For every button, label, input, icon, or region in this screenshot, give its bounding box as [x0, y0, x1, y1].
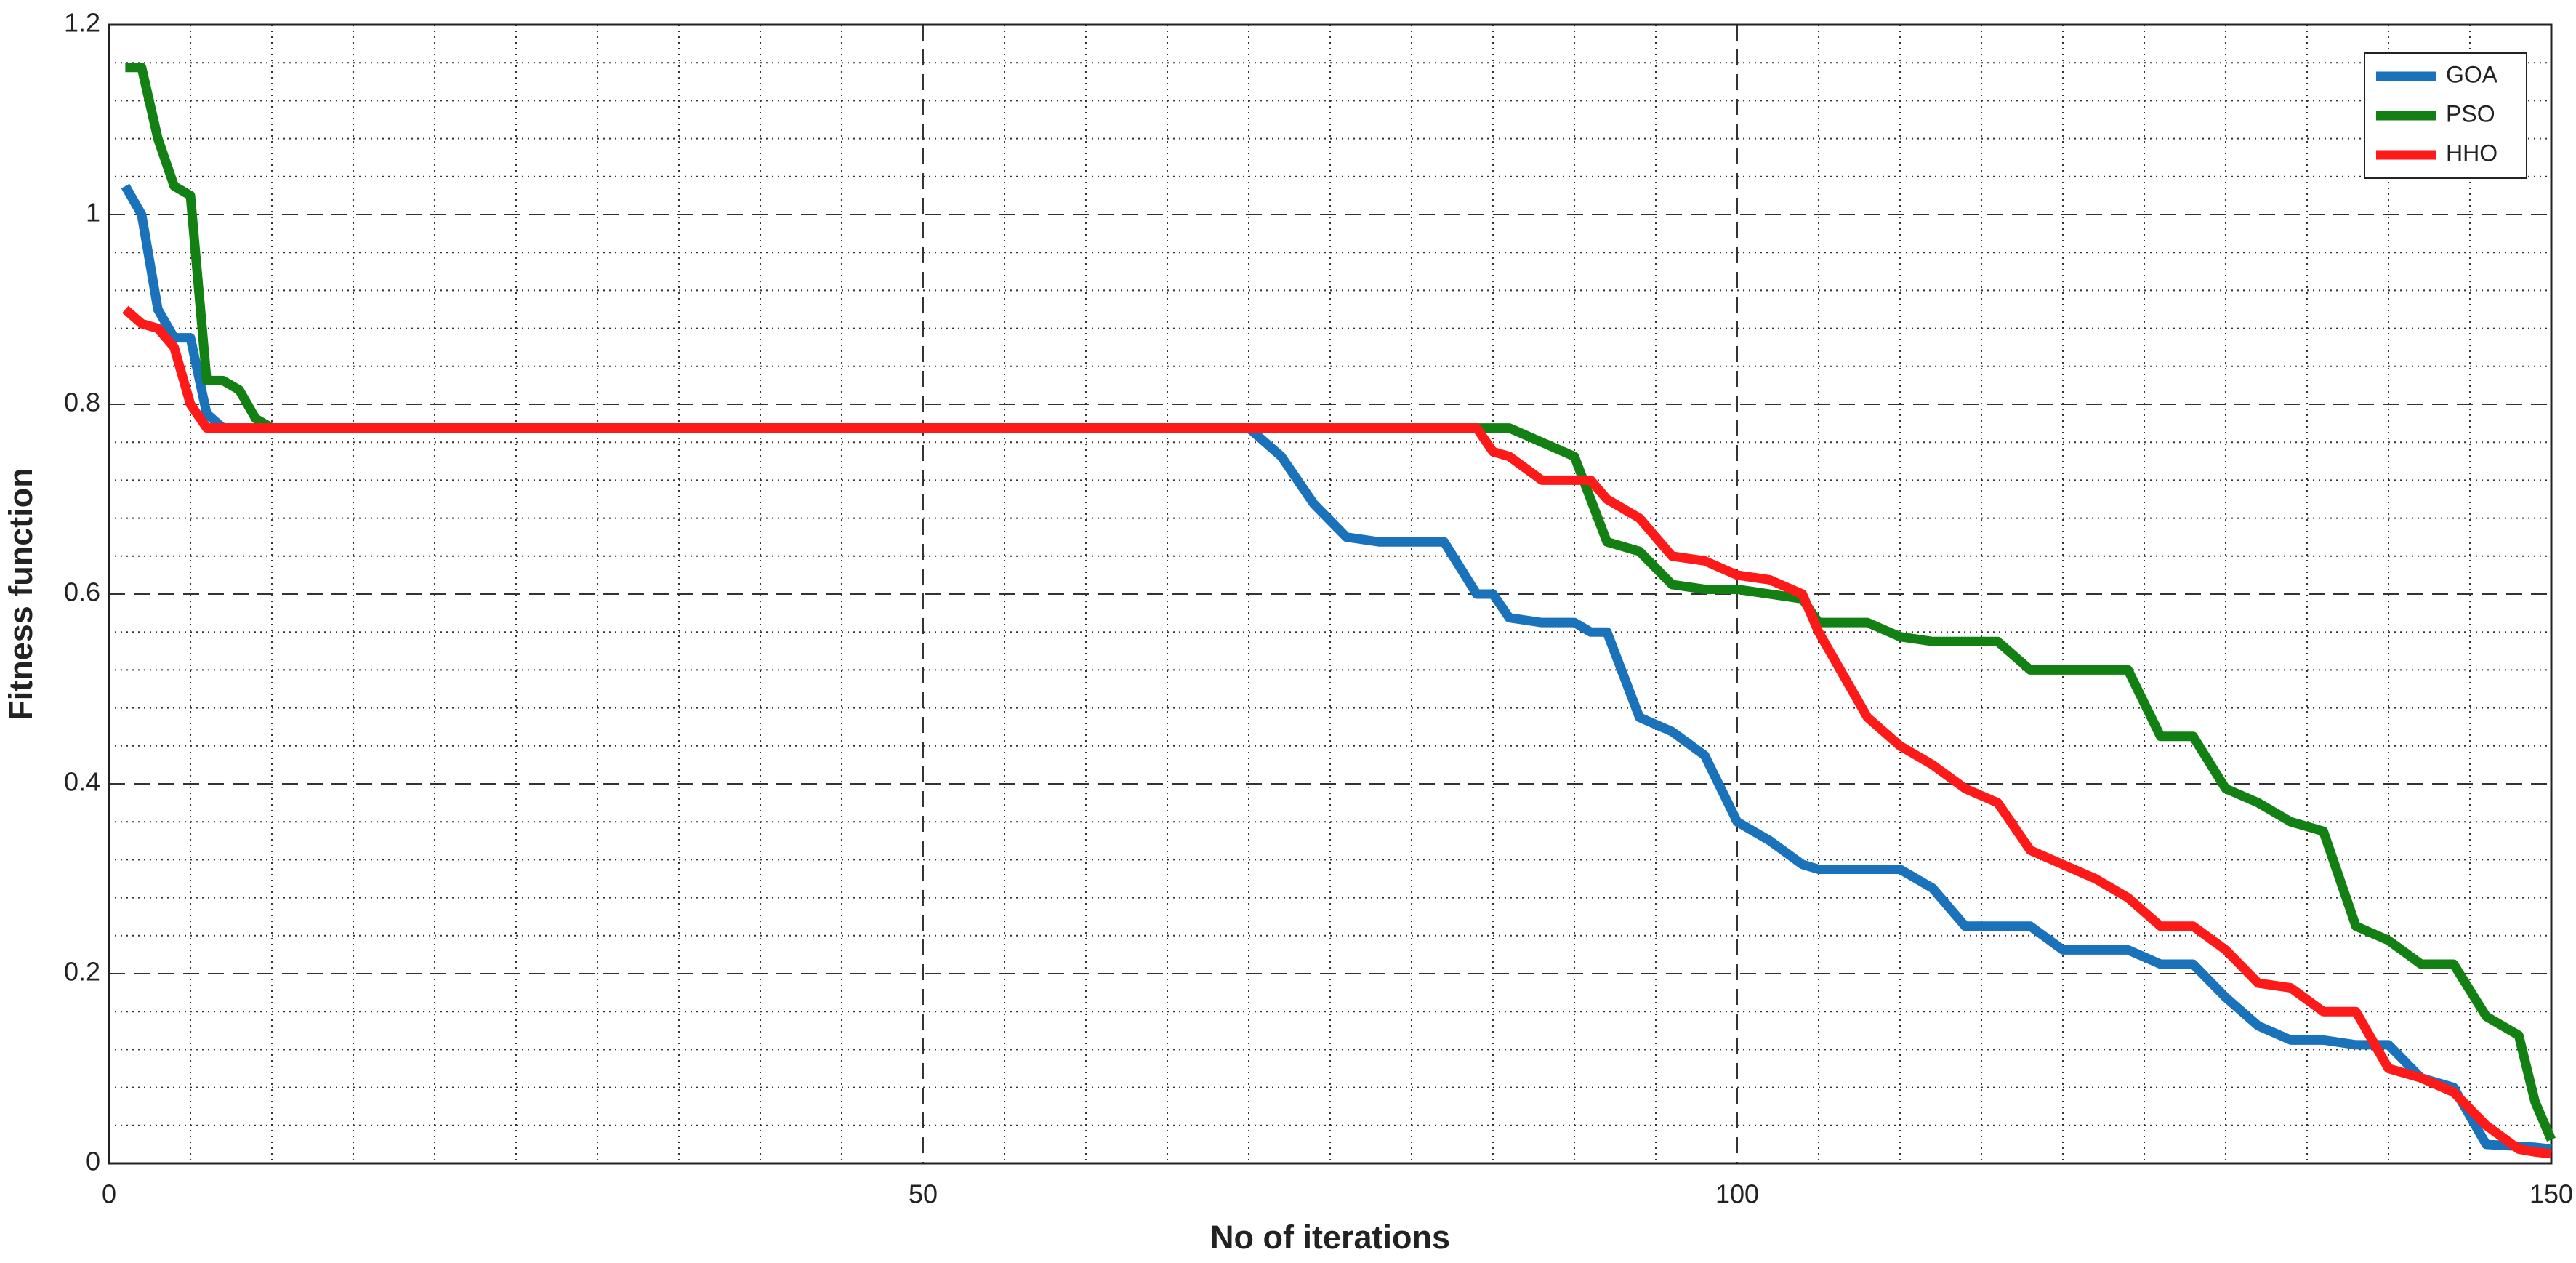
y-tick-label: 0.2	[64, 957, 100, 987]
plot-frame	[108, 23, 2553, 1165]
y-tick-label: 1	[86, 198, 100, 228]
x-tick-label: 100	[1715, 1179, 1759, 1209]
y-tick-label: 0.4	[64, 767, 100, 797]
x-axis-label: No of iterations	[1210, 1219, 1450, 1256]
legend-label: PSO	[2446, 100, 2495, 127]
y-axis-label: Fitness function	[2, 468, 39, 721]
data-line	[122, 305, 2552, 1159]
legend-label: GOA	[2446, 61, 2498, 87]
y-tick-label: 0.6	[64, 577, 100, 607]
y-tick-label: 0.8	[64, 388, 100, 417]
x-tick-label: 0	[102, 1179, 116, 1209]
y-tick-label: 1.2	[64, 8, 100, 38]
y-tick-label: 0	[86, 1147, 100, 1176]
x-tick-label: 150	[2529, 1179, 2573, 1209]
x-tick-label: 50	[909, 1179, 938, 1209]
legend-label: HHO	[2446, 140, 2497, 166]
